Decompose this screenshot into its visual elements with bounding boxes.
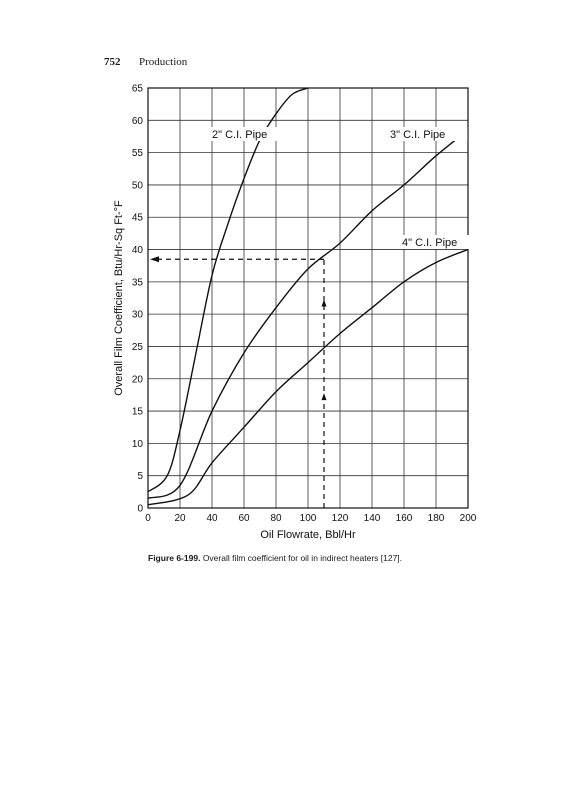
y-tick-label: 65 [132,84,144,95]
x-tick-label: 180 [428,513,445,524]
x-tick-label: 20 [174,513,186,524]
x-tick-label: 120 [332,513,349,524]
series-labels: 2" C.I. Pipe 3" C.I. Pipe 4" C.I. Pipe [209,127,480,249]
guide-arrow-up [321,393,327,401]
x-tick-label: 100 [300,513,317,524]
curves [147,87,469,506]
figure-label: Figure 6-199. [148,553,201,563]
x-tick-label: 200 [460,513,477,524]
page-number: 752 [104,56,121,68]
figure-caption-text: Overall film coefficient for oil in indi… [202,553,403,563]
guide-arrow-left [150,256,159,263]
series-line-3 [147,248,469,506]
x-tick-label: 160 [396,513,413,524]
dashed-guide [150,256,327,508]
grid [147,87,469,509]
series-label-backing [209,127,290,141]
y-tick-label: 40 [132,245,144,256]
x-tick-label: 40 [206,513,218,524]
y-tick-label: 60 [132,116,144,127]
y-tick-label: 55 [132,148,144,159]
series-label-backing [387,127,468,141]
y-tick-label: 20 [132,374,144,385]
series-line-1 [147,87,309,493]
y-tick-label: 0 [137,504,143,515]
y-tick-label: 10 [132,439,144,450]
y-axis-label: Overall Film Coefficient, Btu/Hr-Sq Ft-°… [113,200,125,396]
y-tick-label: 25 [132,342,144,353]
x-axis-label: Oil Flowrate, Bbl/Hr [260,529,356,541]
figure-caption: Figure 6-199. Overall film coefficient f… [148,553,402,563]
y-tick-label: 35 [132,277,144,288]
y-tick-label: 5 [137,471,143,482]
tick-labels: 0 20 40 60 80 100 120 140 160 180 200 0 5 10 15 20 25 30 3… [132,84,477,525]
series-label-backing [399,235,480,249]
x-tick-label: 80 [270,513,282,524]
y-tick-label: 50 [132,180,144,191]
film-coefficient-chart: 0 20 40 60 80 100 120 140 160 180 200 0 5 10 15 20 25 30 3… [113,83,480,541]
y-tick-label: 45 [132,213,144,224]
plot-frame [147,87,469,509]
running-head: Production [139,56,188,68]
x-tick-label: 0 [145,513,151,524]
series-line-2 [147,129,469,499]
x-tick-label: 140 [364,513,381,524]
y-tick-label: 30 [132,310,144,321]
series-label-1: 2" C.I. Pipe [212,129,267,141]
x-tick-label: 60 [238,513,250,524]
y-tick-label: 15 [132,407,144,418]
series-label-3: 4" C.I. Pipe [402,237,457,249]
series-label-2: 3" C.I. Pipe [390,129,445,141]
guide-arrow-up [321,299,327,307]
